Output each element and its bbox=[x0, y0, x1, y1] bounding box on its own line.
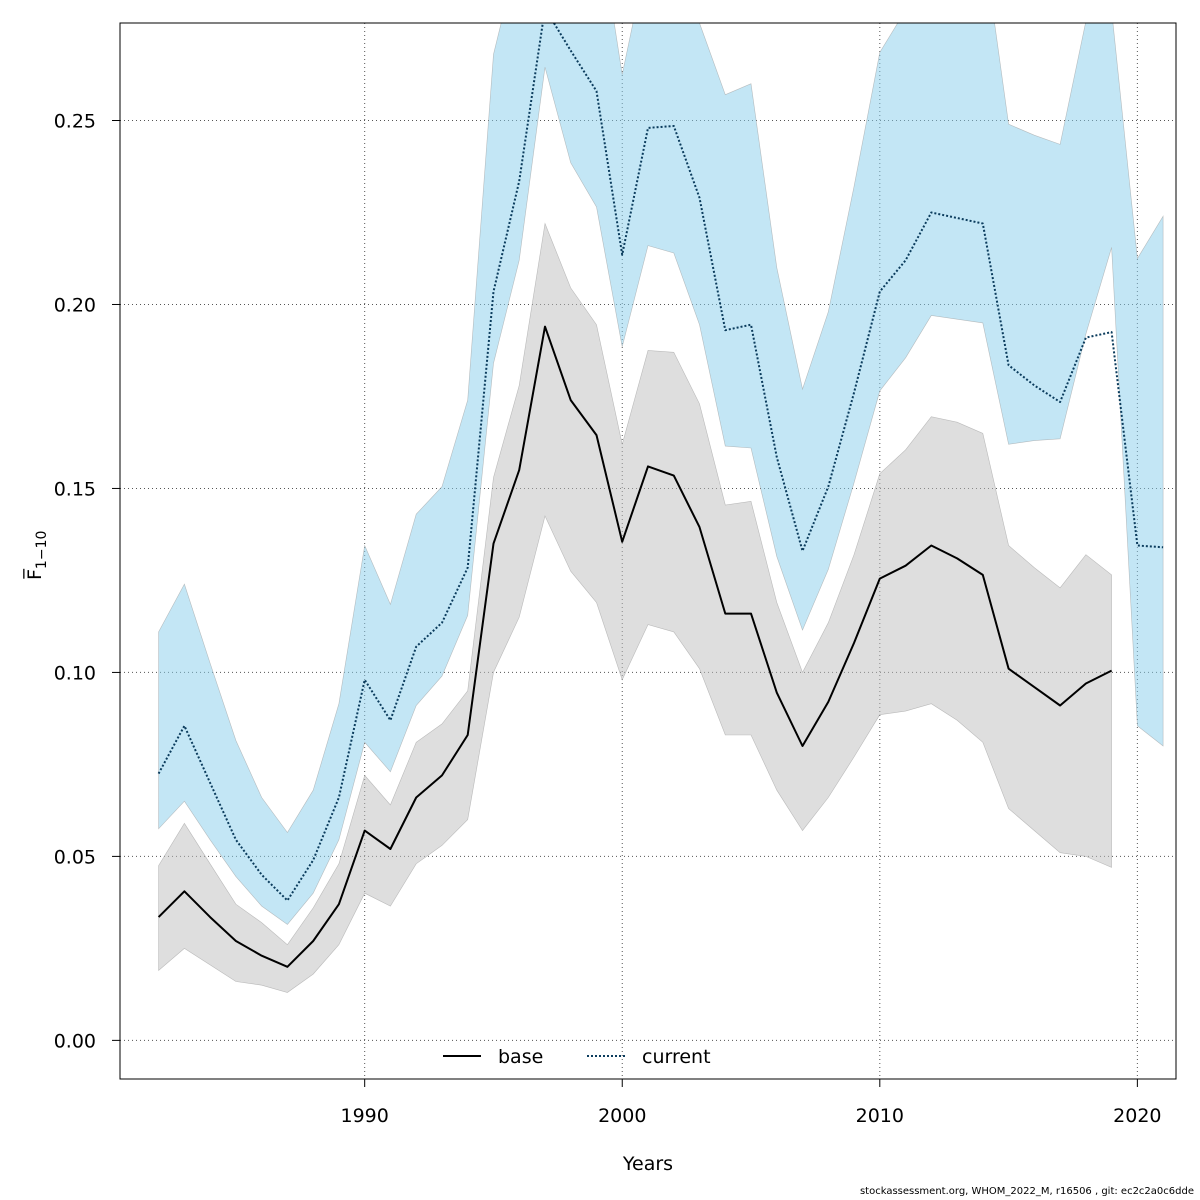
plot-frame bbox=[119, 22, 1177, 1080]
y-axis-title-subscript: 1−10 bbox=[34, 531, 50, 569]
y-tick-label: 0.20 bbox=[54, 294, 96, 316]
x-tick-label: 1990 bbox=[341, 1105, 389, 1127]
x-axis: 1990 2000 2010 2020 bbox=[341, 1079, 1162, 1127]
y-axis-title: F̅1−10 bbox=[22, 531, 50, 580]
y-tick-label: 0.05 bbox=[54, 846, 96, 868]
x-tick-label: 2010 bbox=[856, 1105, 904, 1127]
y-axis-title-main: F̅ bbox=[22, 568, 46, 580]
line-base bbox=[157, 325, 1113, 968]
legend-base-label: base bbox=[498, 1046, 543, 1068]
x-tick-label: 2000 bbox=[598, 1105, 646, 1127]
confidence-bands bbox=[158, 23, 1164, 993]
line-current bbox=[157, 23, 1164, 902]
y-tick-label: 0.15 bbox=[54, 478, 96, 500]
x-axis-title: Years bbox=[622, 1153, 673, 1175]
legend-current-label: current bbox=[642, 1046, 711, 1068]
x-tick-label: 2020 bbox=[1113, 1105, 1161, 1127]
y-tick-label: 0.25 bbox=[54, 111, 96, 133]
svg-text:F̅1−10: F̅1−10 bbox=[22, 531, 50, 580]
band-base bbox=[158, 222, 1112, 993]
y-tick-label: 0.00 bbox=[54, 1030, 96, 1052]
footer-credit: stockassessment.org, WHOM_2022_M, r16506… bbox=[859, 1186, 1194, 1197]
legend: base current bbox=[443, 1046, 711, 1068]
y-tick-label: 0.10 bbox=[54, 662, 96, 684]
series-lines bbox=[157, 23, 1164, 968]
y-axis: 0.00 0.05 0.10 0.15 0.20 0.25 bbox=[54, 111, 120, 1052]
